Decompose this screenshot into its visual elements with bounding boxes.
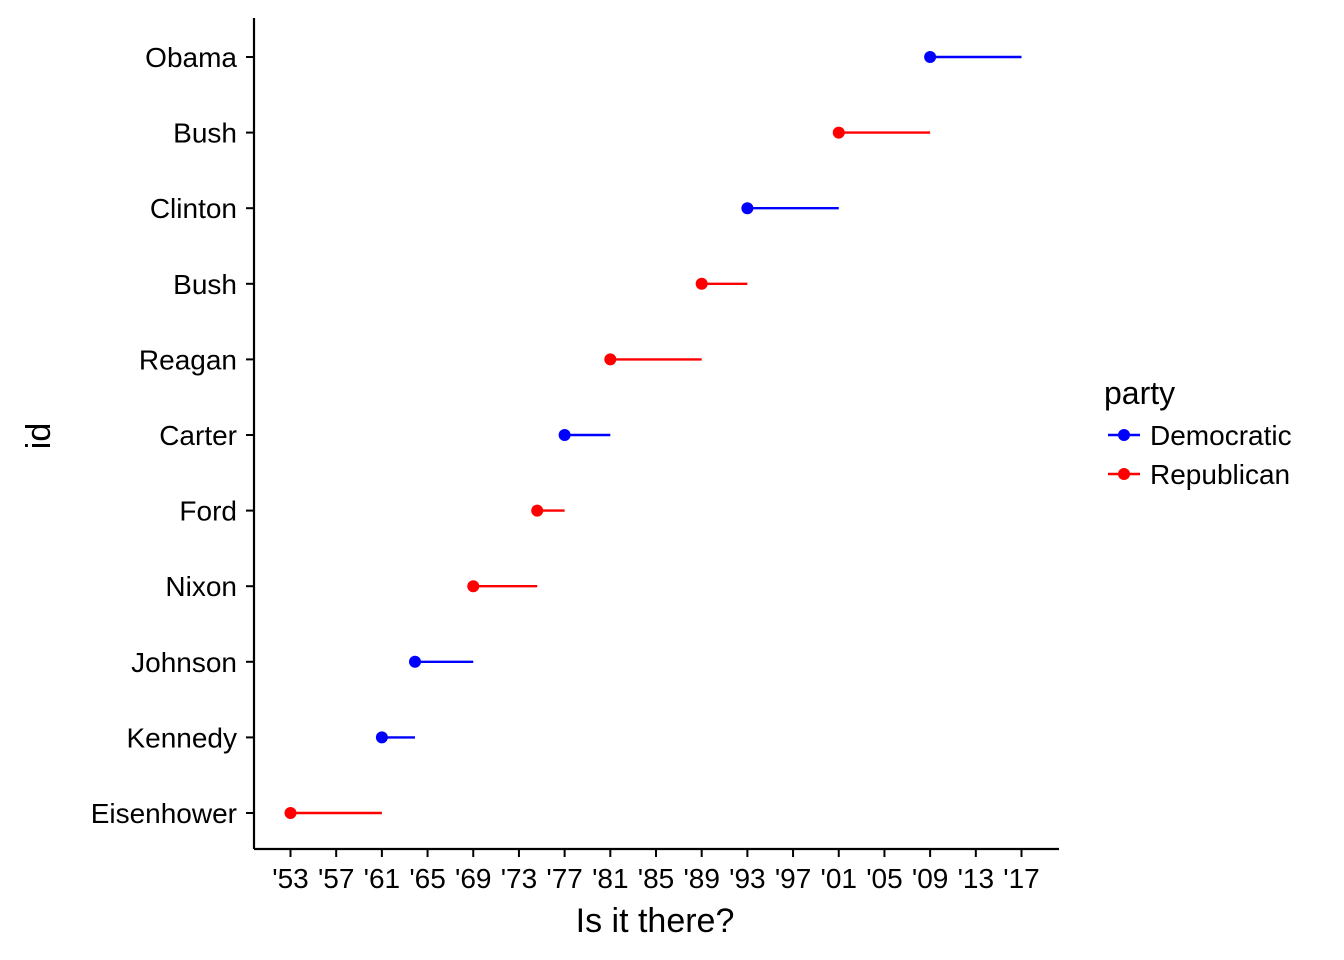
y-tick-label: Nixon bbox=[165, 571, 237, 602]
x-tick-label: '81 bbox=[592, 863, 629, 894]
y-tick-label: Reagan bbox=[139, 344, 237, 375]
y-tick-label: Kennedy bbox=[126, 722, 237, 753]
x-tick-label: '73 bbox=[501, 863, 538, 894]
y-tick-label: Obama bbox=[145, 42, 237, 73]
y-tick-label: Johnson bbox=[131, 647, 237, 678]
legend-key-point bbox=[1118, 468, 1130, 480]
term-start-point bbox=[284, 807, 297, 819]
legend-item: Democratic bbox=[1108, 420, 1292, 451]
x-tick-label: '61 bbox=[364, 863, 401, 894]
x-tick-label: '85 bbox=[638, 863, 675, 894]
plot-area bbox=[284, 51, 1022, 819]
term-start-point bbox=[408, 655, 421, 668]
x-tick-label: '89 bbox=[683, 863, 720, 894]
x-tick-label: '17 bbox=[1003, 863, 1040, 894]
legend-label: Republican bbox=[1150, 459, 1290, 490]
x-tick-label: '57 bbox=[318, 863, 355, 894]
legend: party Democratic Republican bbox=[1104, 375, 1292, 490]
y-tick-label: Carter bbox=[159, 420, 237, 451]
term-start-point bbox=[531, 504, 544, 517]
y-tick-label: Bush bbox=[173, 118, 237, 149]
term-start-point bbox=[604, 353, 617, 366]
x-tick-label: '77 bbox=[546, 863, 583, 894]
y-tick-label: Bush bbox=[173, 269, 237, 300]
x-tick-label: '65 bbox=[409, 863, 446, 894]
term-start-point bbox=[924, 51, 937, 63]
y-axis: Eisenhower Kennedy Johnson Nixon Ford Carter R… bbox=[91, 18, 256, 849]
y-tick-label: Eisenhower bbox=[91, 798, 237, 829]
term-start-point bbox=[375, 731, 388, 744]
x-axis-title: Is it there? bbox=[576, 902, 735, 940]
term-start-point bbox=[741, 202, 754, 215]
x-tick-label: '93 bbox=[729, 863, 766, 894]
x-tick-label: '13 bbox=[958, 863, 995, 894]
x-tick-label: '01 bbox=[821, 863, 858, 894]
x-tick-label: '53 bbox=[272, 863, 309, 894]
x-tick-label: '09 bbox=[912, 863, 949, 894]
term-start-point bbox=[832, 126, 845, 139]
x-axis: '53 '57 '61 '65 '69 '73 '77 '81 '85 '89 '93 '97 '01 '… bbox=[254, 847, 1059, 894]
legend-key-point bbox=[1118, 429, 1130, 441]
x-tick-label: '05 bbox=[866, 863, 903, 894]
y-tick-label: Ford bbox=[179, 496, 237, 527]
x-tick-label: '97 bbox=[775, 863, 812, 894]
legend-title: party bbox=[1104, 375, 1175, 411]
legend-item: Republican bbox=[1108, 459, 1290, 490]
legend-label: Democratic bbox=[1150, 420, 1292, 451]
y-tick-label: Clinton bbox=[150, 193, 237, 224]
term-start-point bbox=[695, 277, 708, 290]
term-start-point bbox=[558, 429, 571, 441]
term-start-point bbox=[467, 580, 480, 593]
y-axis-title: id bbox=[20, 423, 58, 449]
x-tick-label: '69 bbox=[455, 863, 492, 894]
